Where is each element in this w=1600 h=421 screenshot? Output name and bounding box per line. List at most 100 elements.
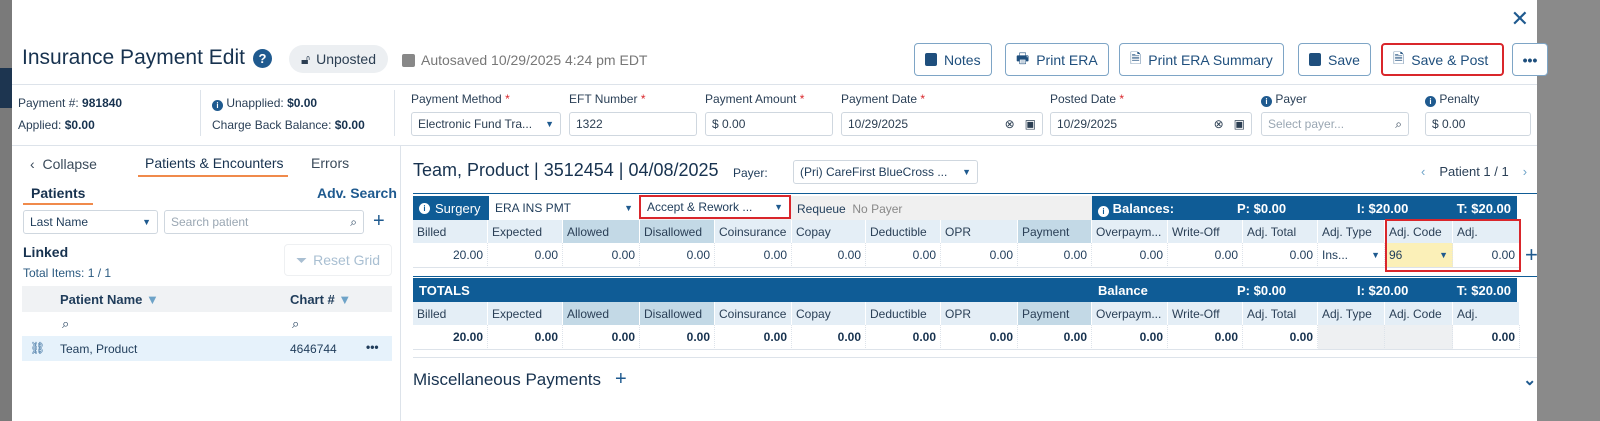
print-era-button[interactable]: 🖶︎ Print ERA	[1005, 43, 1109, 76]
subtab-patients[interactable]: Patients	[31, 185, 86, 201]
balances-label: Balances:	[1112, 201, 1175, 216]
search-icon[interactable]: ⌕	[292, 316, 300, 331]
ellipsis-icon: •••	[1522, 51, 1538, 68]
value: (Pri) CareFirst BlueCross ...	[800, 165, 948, 179]
add-adjustment-icon[interactable]: +	[1525, 242, 1538, 267]
label: Posted Date	[1050, 92, 1117, 106]
value: Ins...	[1322, 248, 1349, 262]
collapse-button[interactable]: ‹ Collapse	[30, 156, 97, 172]
cell-payment[interactable]: 0.00	[1018, 243, 1092, 268]
action-select[interactable]: Accept & Rework ... ▼	[639, 195, 791, 219]
value: ERA INS PMT	[495, 201, 572, 215]
filter-icon[interactable]: ▼	[146, 292, 159, 307]
cell-adj-type[interactable]: Ins... ▼	[1318, 243, 1385, 268]
calendar-icon[interactable]: ▣	[1024, 117, 1036, 131]
col-header: OPR	[941, 302, 1018, 325]
patient-row[interactable]: ⛓︎ Team, Product 4646744 •••	[22, 336, 392, 361]
value: 96	[1389, 248, 1403, 262]
clear-icon[interactable]: ⊗	[1004, 117, 1015, 131]
penalty-input[interactable]: $ 0.00	[1425, 112, 1531, 136]
col-header: Adj. Type	[1318, 302, 1385, 325]
search-icon[interactable]: ⌕	[62, 316, 70, 331]
info-icon: i	[212, 100, 223, 111]
misc-payments-section[interactable]: Miscellaneous Payments +	[413, 368, 627, 390]
cell-billed[interactable]: 20.00	[413, 243, 488, 268]
col-header: Coinsurance	[715, 220, 792, 243]
eft-number-field: EFT Number * 1322	[569, 92, 697, 136]
encounter-payer-select[interactable]: (Pri) CareFirst BlueCross ... ▼	[793, 160, 978, 184]
filter-clear-icon: ⏷	[295, 251, 308, 268]
payment-method-select[interactable]: Electronic Fund Tra... ▼	[411, 112, 561, 136]
cell-expected[interactable]: 0.00	[488, 243, 563, 268]
value: $ 0.00	[712, 117, 746, 131]
total-balance: T: $20.00	[1456, 201, 1511, 216]
cell-disallowed[interactable]: 0.00	[640, 243, 715, 268]
payer-label: Payer:	[733, 166, 768, 180]
calendar-icon[interactable]: ▣	[1233, 117, 1245, 131]
search-by-select[interactable]: Last Name ▼	[23, 210, 158, 234]
col-header: Disallowed	[640, 302, 715, 325]
value: $ 0.00	[1432, 117, 1466, 131]
cell-adj-total[interactable]: 0.00	[1243, 243, 1318, 268]
label: Payer	[1275, 92, 1307, 106]
chargeback-balance: Charge Back Balance: $0.00	[212, 118, 365, 132]
more-options-button[interactable]: •••	[1512, 43, 1548, 76]
cell-allowed[interactable]: 0.00	[563, 243, 640, 268]
invoice-icon: 🗎︎	[1393, 49, 1405, 66]
cell-adj-code[interactable]: 96 ▼	[1385, 243, 1453, 268]
cell-deductible[interactable]: 0.00	[866, 243, 941, 268]
tab-patients-encounters[interactable]: Patients & Encounters	[145, 155, 284, 171]
totals-header-row: Billed Expected Allowed Disallowed Coinsuran…	[413, 302, 1520, 325]
cell-opr: 0.00	[941, 325, 1018, 350]
notes-button[interactable]: Notes	[914, 43, 992, 76]
reset-grid-button[interactable]: ⏷ Reset Grid	[284, 244, 392, 276]
active-subtab-indicator	[23, 203, 93, 205]
cell-coinsurance: 0.00	[715, 325, 792, 350]
filter-icon[interactable]: ▼	[338, 292, 352, 307]
save-post-button[interactable]: 🗎︎ Save & Post	[1381, 43, 1504, 76]
posted-date-input[interactable]: 10/29/2025 ⊗ ▣	[1050, 112, 1252, 136]
add-patient-icon[interactable]: +	[373, 210, 385, 232]
patient-name: Team, Product	[60, 342, 138, 356]
unlock-icon: 🔓︎	[301, 50, 311, 67]
close-icon[interactable]: ✕	[1510, 6, 1529, 31]
cell-write-off: 0.00	[1168, 325, 1243, 350]
col-header: OPR	[941, 220, 1018, 243]
total-items: Total Items: 1 / 1	[23, 266, 112, 280]
help-icon[interactable]: ?	[252, 48, 272, 68]
document-icon: 🗎︎	[1130, 49, 1142, 66]
cell-overpaym[interactable]: 0.00	[1092, 243, 1168, 268]
save-icon	[1309, 53, 1321, 66]
unlink-icon[interactable]: ⛓︎	[30, 341, 46, 355]
col-header: Adj. Code	[1385, 220, 1453, 243]
col-chart-number[interactable]: Chart # ▼	[290, 292, 351, 307]
eft-number-input[interactable]: 1322	[569, 112, 697, 136]
cell-copay[interactable]: 0.00	[792, 243, 866, 268]
adv-search-link[interactable]: Adv. Search	[317, 185, 397, 201]
printer-icon: 🖶︎	[1016, 49, 1030, 66]
save-label: Save	[1328, 51, 1360, 68]
tab-errors[interactable]: Errors	[311, 155, 350, 171]
col-patient-name[interactable]: Patient Name ▼	[60, 292, 159, 307]
payment-amount-input[interactable]: $ 0.00	[705, 112, 833, 136]
add-misc-icon[interactable]: +	[615, 368, 627, 390]
row-menu-icon[interactable]: •••	[366, 340, 379, 354]
insurance-payment-modal: ✕ Insurance Payment Edit? 🔓︎ Unposted Aut…	[12, 0, 1548, 421]
cell-write-off[interactable]: 0.00	[1168, 243, 1243, 268]
print-era-summary-button[interactable]: 🗎︎ Print ERA Summary	[1119, 43, 1284, 76]
title-text: Insurance Payment Edit	[22, 46, 245, 69]
clear-icon[interactable]: ⊗	[1213, 117, 1224, 131]
cell-opr[interactable]: 0.00	[941, 243, 1018, 268]
chevron-down-icon[interactable]: ⌄	[1523, 372, 1537, 389]
search-patient-input[interactable]: Search patient ⌕	[164, 210, 364, 234]
cell-coinsurance[interactable]: 0.00	[715, 243, 792, 268]
prev-icon[interactable]: ‹	[1421, 164, 1426, 179]
next-icon[interactable]: ›	[1522, 164, 1528, 179]
save-button[interactable]: Save	[1298, 43, 1371, 76]
payment-date-input[interactable]: 10/29/2025 ⊗ ▣	[841, 112, 1043, 136]
divider	[12, 84, 1537, 85]
placeholder: Search patient	[171, 215, 249, 229]
total-balance: T: $20.00	[1456, 283, 1511, 298]
payer-search-input[interactable]: Select payer... ⌕	[1261, 112, 1409, 136]
payment-type-select[interactable]: ERA INS PMT ▼	[489, 196, 639, 220]
